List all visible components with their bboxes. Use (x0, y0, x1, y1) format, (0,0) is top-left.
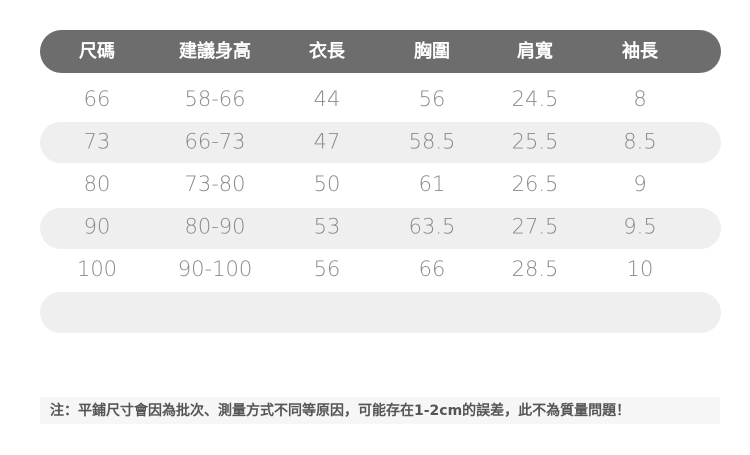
table-cell: 73 (84, 130, 111, 154)
empty-row (40, 292, 721, 333)
table-cell: 66-73 (184, 130, 245, 154)
header-bar (40, 30, 721, 73)
table-cell: 9 (633, 172, 646, 196)
table-cell: 58.5 (409, 130, 456, 154)
table-cell: 27.5 (512, 215, 559, 239)
table-cell: 28.5 (512, 257, 559, 281)
header-cell: 衣長 (309, 40, 346, 62)
table-cell: 26.5 (512, 172, 559, 196)
table-cell: 47 (314, 130, 341, 154)
header-cell: 建議身高 (179, 40, 251, 62)
table-cell: 9.5 (623, 215, 656, 239)
table-cell: 56 (314, 257, 341, 281)
table-cell: 66 (419, 257, 446, 281)
row-stripe (40, 208, 721, 249)
table-cell: 66 (84, 87, 111, 111)
table-cell: 90-100 (178, 257, 252, 281)
row-stripe (40, 122, 721, 163)
header-cell: 尺碼 (79, 41, 115, 62)
table-cell: 90 (84, 215, 111, 239)
table-cell: 100 (77, 257, 117, 281)
table-cell: 8 (633, 87, 646, 111)
table-cell: 24.5 (512, 87, 559, 111)
table-cell: 8.5 (623, 130, 656, 154)
table-cell: 10 (627, 257, 654, 281)
header-cell: 胸圍 (414, 40, 450, 62)
table-cell: 25.5 (512, 130, 559, 154)
table-cell: 44 (314, 87, 341, 111)
table-cell: 61 (419, 172, 446, 196)
table-cell: 80-90 (184, 215, 245, 239)
table-cell: 50 (314, 172, 341, 196)
header-cell: 袖長 (622, 40, 659, 62)
header-cell: 肩寬 (517, 40, 553, 62)
footnote: 注：平鋪尺寸會因為批次、測量方式不同等原因，可能存在1-2cm的誤差，此不為質量… (50, 402, 630, 419)
table-cell: 56 (419, 87, 446, 111)
footnote-band (40, 397, 720, 424)
table-cell: 58-66 (184, 87, 245, 111)
table-cell: 73-80 (184, 172, 245, 196)
table-cell: 80 (84, 172, 111, 196)
table-cell: 53 (314, 215, 341, 239)
table-cell: 63.5 (409, 215, 456, 239)
